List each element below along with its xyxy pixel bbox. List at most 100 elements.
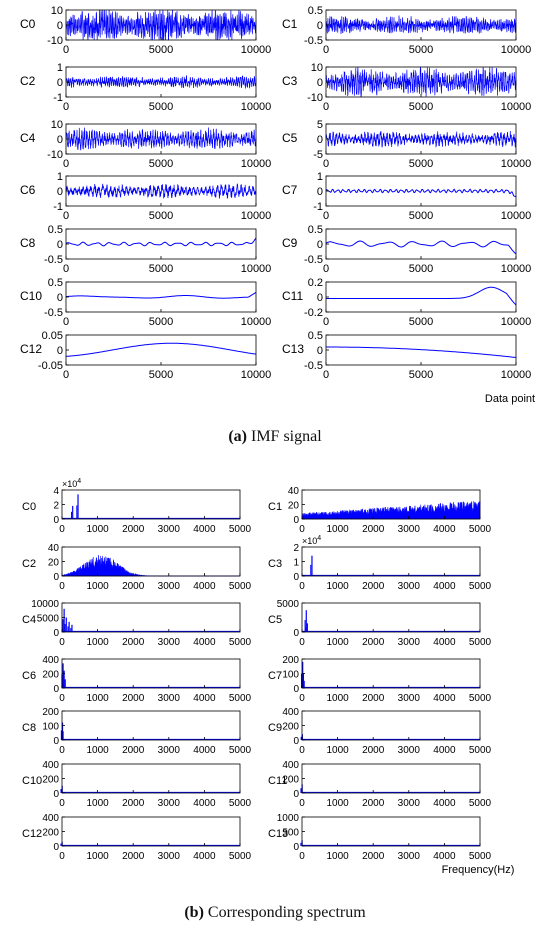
spectrum-subplot-c5: 5000 00 1000 2000 3000 4000 5000 C5 bbox=[268, 599, 492, 648]
spectrum-xtick-label: 1000 bbox=[326, 745, 349, 756]
spectrum-axes-box bbox=[61, 489, 241, 520]
imf-ytick-label: -0.5 bbox=[304, 360, 323, 372]
imf-ytick-label: 0 bbox=[317, 134, 323, 146]
imf-xtick-label: 5000 bbox=[149, 316, 173, 328]
imf-ytick-label: 10 bbox=[311, 62, 323, 74]
imf-ytick-label: 0.05 bbox=[42, 330, 63, 342]
spectrum-xtick-label: 4000 bbox=[193, 524, 216, 535]
spectrum-ytick-label: 5000 bbox=[37, 614, 60, 625]
imf-label-c13: C13 bbox=[282, 342, 304, 356]
imf-xtick-label: 10000 bbox=[241, 210, 272, 222]
spectrum-ytick-label: 500 bbox=[282, 828, 299, 839]
imf-xtick-label: 5000 bbox=[409, 44, 433, 56]
spectrum-ytick-label: 0 bbox=[53, 684, 59, 695]
imf-ytick-label: 0 bbox=[57, 77, 63, 89]
spectrum-ytick-label: 40 bbox=[288, 486, 300, 497]
spectrum-xtick-label: 1000 bbox=[86, 745, 109, 756]
imf-xtick-label: 0 bbox=[323, 158, 329, 170]
spectrum-exponent-label: ×104 bbox=[302, 535, 321, 546]
imf-ytick-label: 0 bbox=[57, 239, 63, 251]
spectrum-ytick-label: 2 bbox=[293, 543, 299, 554]
spectrum-label-c3: C3 bbox=[268, 558, 282, 570]
spectrum-xtick-label: 0 bbox=[299, 693, 305, 704]
imf-xtick-label: 0 bbox=[323, 369, 329, 381]
spectrum-ytick-label: 200 bbox=[42, 775, 59, 786]
spectrum-xtick-label: 3000 bbox=[158, 798, 181, 809]
imf-xtick-label: 10000 bbox=[241, 158, 272, 170]
spectrum-xtick-label: 3000 bbox=[398, 798, 421, 809]
spectrum-xtick-label: 1000 bbox=[326, 524, 349, 535]
imf-xtick-label: 5000 bbox=[409, 263, 433, 275]
spectrum-xtick-label: 1000 bbox=[326, 851, 349, 862]
spectrum-exponent-label: ×104 bbox=[62, 478, 81, 489]
spectrum-label-c0: C0 bbox=[22, 501, 36, 513]
spectrum-xtick-label: 3000 bbox=[158, 637, 181, 648]
spectrum-xtick-label: 2000 bbox=[122, 524, 145, 535]
imf-xtick-label: 10000 bbox=[241, 44, 272, 56]
spectrum-xtick-label: 2000 bbox=[362, 798, 385, 809]
imf-ytick-label: 0 bbox=[317, 77, 323, 89]
imf-label-c5: C5 bbox=[282, 131, 298, 145]
spectrum-ytick-label: 0 bbox=[293, 515, 299, 526]
spectrum-xtick-label: 5000 bbox=[229, 745, 252, 756]
imf-ytick-label: -0.05 bbox=[38, 360, 63, 372]
spectrum-axes-box bbox=[61, 658, 241, 689]
spectrum-ytick-label: 0 bbox=[53, 628, 59, 639]
spectrum-xtick-label: 2000 bbox=[122, 745, 145, 756]
imf-label-c4: C4 bbox=[20, 131, 36, 145]
spectrum-xtick-label: 2000 bbox=[122, 637, 145, 648]
imf-xtick-label: 10000 bbox=[501, 44, 532, 56]
imf-ytick-label: 0.2 bbox=[308, 277, 323, 289]
spectrum-xtick-label: 1000 bbox=[326, 798, 349, 809]
spectrum-xtick-label: 0 bbox=[59, 693, 65, 704]
spectrum-ytick-label: 0 bbox=[53, 572, 59, 583]
imf-xtick-label: 5000 bbox=[149, 210, 173, 222]
spectrum-xtick-label: 5000 bbox=[229, 637, 252, 648]
imf-ytick-label: -1 bbox=[53, 201, 63, 213]
spectrum-ytick-label: 200 bbox=[42, 707, 59, 718]
imf-ytick-label: 0 bbox=[317, 20, 323, 32]
spectrum-label-c9: C9 bbox=[268, 722, 282, 734]
spectrum-label-c11: C11 bbox=[268, 775, 287, 787]
imf-ytick-label: 0.5 bbox=[308, 5, 323, 17]
spectrum-xtick-label: 5000 bbox=[469, 693, 492, 704]
imf-xtick-label: 0 bbox=[63, 44, 69, 56]
imf-ytick-label: 0 bbox=[317, 186, 323, 198]
imf-xtick-label: 0 bbox=[63, 316, 69, 328]
imf-line-c1 bbox=[325, 15, 517, 35]
imf-ytick-label: 10 bbox=[51, 119, 63, 131]
spectrum-xtick-label: 2000 bbox=[362, 851, 385, 862]
spectrum-label-c7: C7 bbox=[268, 670, 282, 682]
imf-xtick-label: 5000 bbox=[409, 158, 433, 170]
spectrum-ytick-label: 0 bbox=[53, 789, 59, 800]
spectrum-xtick-label: 2000 bbox=[362, 581, 385, 592]
imf-line-c8 bbox=[65, 237, 257, 247]
spectrum-xtick-label: 4000 bbox=[433, 637, 456, 648]
imf-ytick-label: -0.5 bbox=[44, 307, 63, 319]
spectrum-xtick-label: 2000 bbox=[362, 637, 385, 648]
spectrum-xtick-label: 3000 bbox=[398, 693, 421, 704]
imf-line-c0 bbox=[65, 9, 257, 41]
imf-xtick-label: 0 bbox=[63, 369, 69, 381]
spectrum-xtick-label: 3000 bbox=[158, 581, 181, 592]
spectrum-xtick-label: 0 bbox=[59, 581, 65, 592]
spectrum-xtick-label: 4000 bbox=[433, 798, 456, 809]
imf-xtick-label: 10000 bbox=[501, 369, 532, 381]
spectrum-ytick-label: 200 bbox=[282, 722, 299, 733]
spectrum-axes-box bbox=[61, 816, 241, 847]
spectrum-ytick-label: 400 bbox=[42, 813, 59, 824]
imf-label-c10: C10 bbox=[20, 289, 42, 303]
imf-label-c7: C7 bbox=[282, 183, 298, 197]
spectrum-ytick-label: 400 bbox=[282, 760, 299, 771]
imf-ytick-label: -0.5 bbox=[304, 35, 323, 47]
